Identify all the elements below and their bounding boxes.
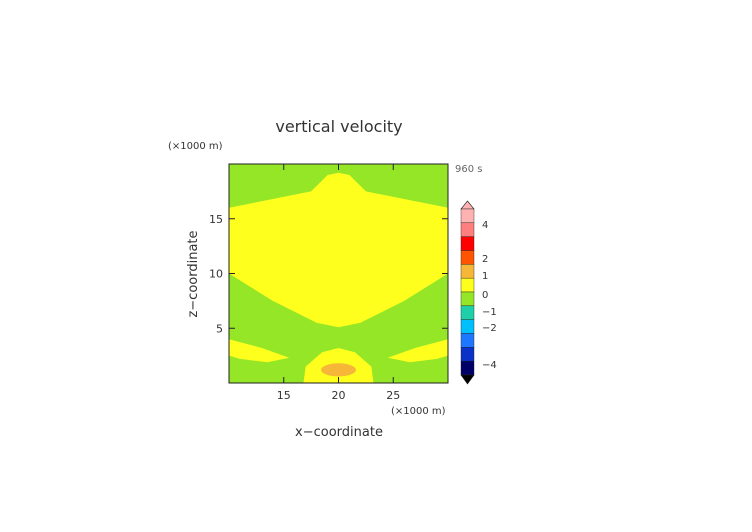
colorbar-swatch-10 [460,347,475,362]
contour-region-0 [229,172,448,328]
y-axis-label: z−coordinate [186,230,201,317]
colorbar-swatch-6 [460,291,475,307]
x-axis-label: x−coordinate [295,425,383,440]
colorbar: 4 2 1 0 −1 −2 −4 [460,200,497,385]
colorbar-label-3: 0 [482,290,488,301]
plot-area [229,164,448,383]
colorbar-swatch-4 [460,264,475,279]
colorbar-bottom-arrow [460,374,475,385]
colorbar-swatch-2 [460,236,475,251]
contour-region-2 [387,339,448,363]
colorbar-top-arrow [460,200,475,210]
contour-region-1 [229,339,290,363]
x-tick-label-0: 15 [277,389,291,402]
colorbar-label-1: 2 [482,254,488,265]
colorbar-swatch-3 [460,250,475,265]
colorbar-label-0: 4 [482,220,488,231]
axes: 15 20 25 5 10 15 [209,163,449,402]
y-tick-label-2: 15 [209,213,223,226]
time-label: 960 s [455,164,482,175]
colorbar-label-4: −1 [482,307,497,318]
colorbar-swatch-11 [460,360,475,376]
x-tick-label-2: 25 [386,389,400,402]
x-tick-label-1: 20 [332,389,346,402]
colorbar-swatch-7 [460,305,475,320]
colorbar-label-6: −4 [482,360,497,371]
chart-title: vertical velocity [275,117,402,136]
y-unit-label: (×1000 m) [168,141,223,152]
colorbar-swatch-8 [460,319,475,334]
y-tick-label-1: 10 [209,268,223,281]
colorbar-swatch-5 [460,277,475,293]
colorbar-label-2: 1 [482,271,488,282]
colorbar-label-5: −2 [482,323,497,334]
contour-region-4 [320,363,357,377]
colorbar-swatch-9 [460,333,475,348]
colorbar-swatch-1 [460,222,475,237]
colorbar-swatch-0 [460,208,475,224]
y-tick-label-0: 5 [216,322,223,335]
x-unit-label: (×1000 m) [391,406,446,417]
